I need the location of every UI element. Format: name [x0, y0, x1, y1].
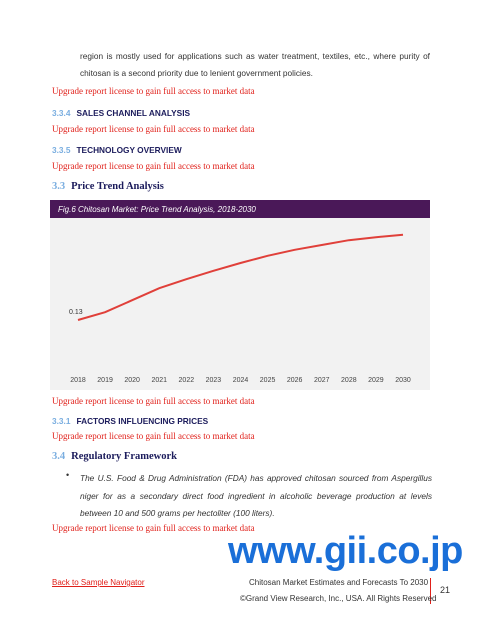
heading-title: SALES CHANNEL ANALYSIS — [76, 108, 191, 118]
x-tick-label: 2025 — [260, 377, 276, 384]
report-title: Chitosan Market Estimates and Forecasts … — [249, 578, 429, 587]
heading: 3.3.1 FACTORS INFLUENCING PRICES — [52, 416, 208, 426]
footer-divider — [430, 578, 431, 604]
x-tick-label: 2023 — [206, 377, 222, 384]
heading: 3.4 Regulatory Framework — [52, 451, 177, 462]
x-tick-label: 2021 — [151, 377, 167, 384]
x-tick-label: 2029 — [368, 377, 384, 384]
heading-title: Price Trend Analysis — [71, 181, 164, 192]
chart-title: Fig.6 Chitosan Market: Price Trend Analy… — [58, 205, 256, 214]
notice: Upgrade report license to gain full acce… — [52, 396, 255, 406]
watermark: www.gii.co.jp — [228, 530, 463, 572]
x-tick-label: 2026 — [287, 377, 303, 384]
x-tick-label: 2028 — [341, 377, 357, 384]
heading-title: Regulatory Framework — [71, 451, 177, 462]
x-tick-label: 2024 — [233, 377, 249, 384]
x-tick-label: 2019 — [97, 377, 113, 384]
x-tick-label: 2022 — [179, 377, 195, 384]
data-label: 0.13 — [69, 309, 83, 316]
heading-number: 3.3.4 — [52, 108, 71, 118]
x-tick-label: 2027 — [314, 377, 330, 384]
x-tick-label: 2020 — [124, 377, 140, 384]
page-number: 21 — [440, 585, 451, 595]
notice: Upgrade report license to gain full acce… — [52, 431, 255, 441]
bullet-dot: • — [66, 470, 70, 480]
heading-number: 3.4 — [52, 451, 66, 462]
heading-title: FACTORS INFLUENCING PRICES — [76, 416, 209, 426]
chart-header — [50, 200, 430, 218]
heading: 3.3.4 SALES CHANNEL ANALYSIS — [52, 108, 190, 118]
price-line — [77, 233, 404, 321]
notice: Upgrade report license to gain full acce… — [52, 124, 255, 134]
heading-number: 3.3.1 — [52, 416, 71, 426]
heading-number: 3.3 — [52, 181, 66, 192]
x-tick-label: 2030 — [395, 377, 411, 384]
heading-number: 3.3.5 — [52, 145, 71, 155]
x-tick-label: 2018 — [70, 377, 86, 384]
navigator-link[interactable]: Back to Sample Navigator — [52, 578, 145, 587]
chart: Fig.6 Chitosan Market: Price Trend Analy… — [50, 200, 430, 390]
heading: 3.3 Price Trend Analysis — [52, 181, 164, 192]
notice: Upgrade report license to gain full acce… — [52, 523, 255, 533]
notice: Upgrade report license to gain full acce… — [52, 86, 255, 96]
plot-area — [50, 218, 430, 390]
heading-title: TECHNOLOGY OVERVIEW — [76, 145, 182, 155]
notice: Upgrade report license to gain full acce… — [52, 161, 255, 171]
copyright: ©Grand View Research, Inc., USA. All Rig… — [240, 594, 437, 603]
bullet-text: The U.S. Food & Drug Administration (FDA… — [80, 473, 432, 518]
heading: 3.3.5 TECHNOLOGY OVERVIEW — [52, 145, 182, 155]
paragraph: region is mostly used for applications s… — [80, 51, 430, 78]
